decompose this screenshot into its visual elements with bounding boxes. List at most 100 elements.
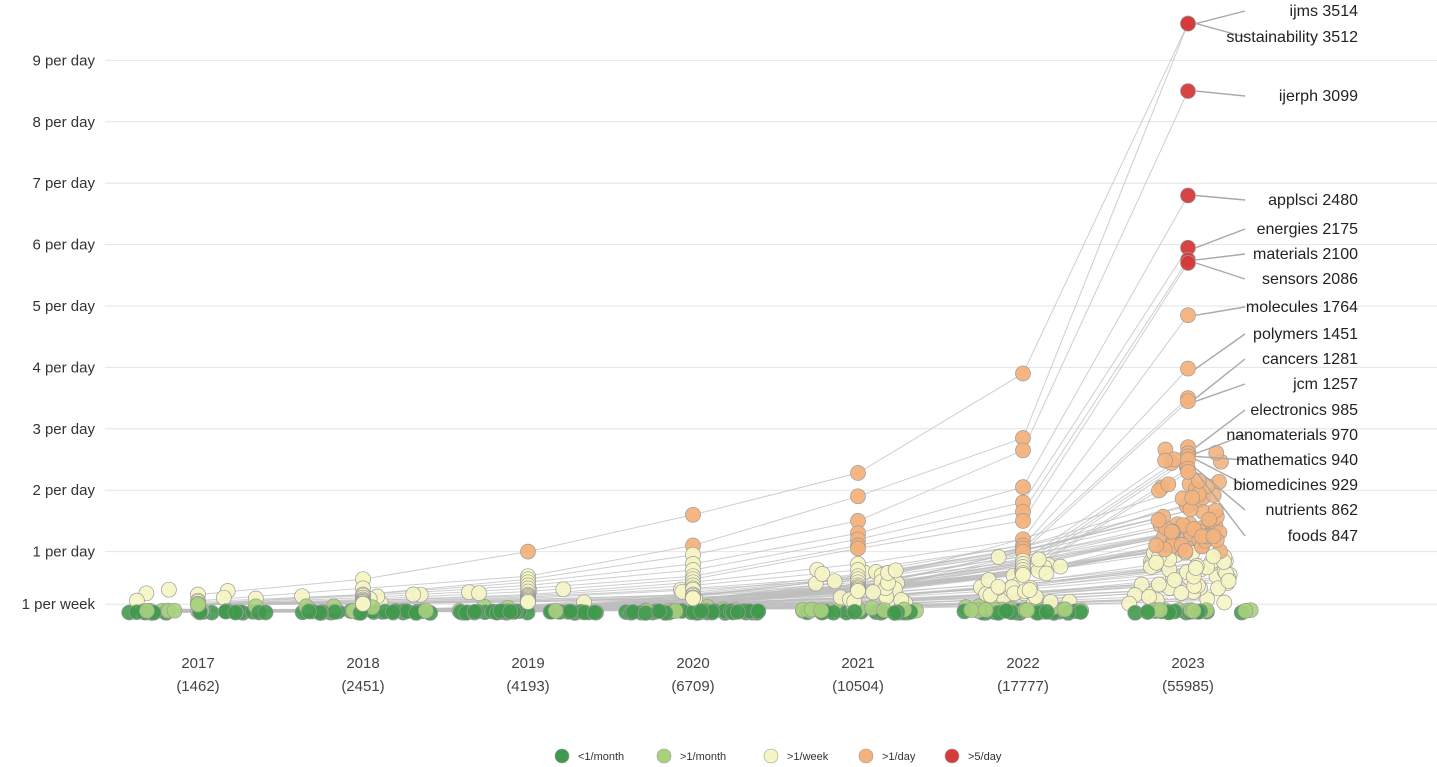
journal-dot bbox=[887, 562, 904, 579]
labeled-journal-dot bbox=[1180, 463, 1196, 480]
journal-dot bbox=[471, 585, 487, 602]
annotation-leader bbox=[1195, 194, 1246, 201]
labeled-journal-dot bbox=[850, 583, 866, 599]
annotation-leader bbox=[1195, 471, 1246, 537]
journal-dot bbox=[1184, 489, 1201, 506]
y-tick-label: 9 per day bbox=[32, 52, 95, 69]
legend-label: <1/month bbox=[578, 751, 624, 763]
x-tick-year: 2022 bbox=[1006, 655, 1039, 672]
x-tick-count: (2451) bbox=[341, 678, 384, 695]
legend-swatch bbox=[554, 748, 570, 764]
labeled-journal-dot bbox=[850, 488, 866, 505]
journal-dot bbox=[1166, 572, 1183, 588]
x-tick-count: (17777) bbox=[997, 678, 1049, 695]
x-tick-count: (55985) bbox=[1162, 678, 1214, 695]
journal-dot bbox=[1038, 604, 1055, 620]
x-tick-year: 2018 bbox=[346, 655, 379, 672]
y-tick-label: 5 per day bbox=[32, 298, 95, 315]
labeled-journal-dot bbox=[1180, 255, 1196, 271]
labeled-journal-dot bbox=[1015, 442, 1031, 459]
labeled-journal-dot bbox=[1015, 567, 1031, 583]
journal-dot bbox=[326, 604, 343, 620]
journal-dot bbox=[814, 566, 831, 582]
journal-annotation-label: electronics 985 bbox=[1250, 402, 1358, 419]
journal-dot bbox=[1177, 543, 1194, 559]
labeled-journal-dot bbox=[685, 506, 701, 523]
journal-dot bbox=[1151, 576, 1167, 593]
labeled-journal-dot bbox=[1180, 307, 1196, 324]
x-tick-year: 2017 bbox=[181, 655, 214, 672]
journal-dot bbox=[555, 581, 572, 598]
y-tick-label: 3 per day bbox=[32, 421, 95, 438]
journal-dot bbox=[651, 603, 667, 619]
journal-dot bbox=[1030, 551, 1047, 568]
legend-swatch bbox=[944, 748, 960, 764]
journal-dot bbox=[502, 603, 519, 620]
annotation-leader bbox=[1195, 253, 1246, 261]
journal-dot bbox=[990, 549, 1007, 565]
journal-dot bbox=[813, 602, 829, 619]
journal-dot bbox=[385, 604, 401, 620]
labeled-journal-dot bbox=[685, 590, 701, 607]
journal-dot bbox=[1237, 602, 1254, 619]
annotation-leader bbox=[1195, 10, 1246, 25]
journal-trend-line bbox=[197, 90, 1189, 603]
journal-dot bbox=[405, 586, 422, 603]
journal-annotations: ijms 3514 sustainability 3512 ijerph 3099 a… bbox=[1195, 3, 1359, 545]
journal-dot bbox=[215, 589, 232, 606]
journal-dot bbox=[1205, 528, 1222, 545]
annotation-leader bbox=[1195, 409, 1246, 448]
journal-dot bbox=[637, 605, 654, 621]
journal-annotation-label: ijms 3514 bbox=[1290, 3, 1359, 20]
journal-dot bbox=[730, 604, 746, 620]
annotation-leader bbox=[1195, 262, 1246, 280]
y-tick-label: 1 per week bbox=[22, 596, 96, 613]
legend-swatch bbox=[656, 748, 672, 764]
journal-dot bbox=[977, 602, 994, 618]
journal-dot bbox=[466, 603, 483, 620]
journal-dot bbox=[1160, 476, 1177, 493]
legend-label: >1/week bbox=[787, 751, 829, 763]
annotation-leader bbox=[1195, 90, 1246, 97]
legend-swatch bbox=[763, 748, 779, 764]
y-axis-ticks: 1 per week 1 per day 2 per day 3 per day 4 p… bbox=[22, 52, 96, 613]
journal-annotation-label: foods 847 bbox=[1288, 528, 1358, 545]
journal-dot bbox=[998, 603, 1014, 619]
journal-dot bbox=[1038, 565, 1055, 582]
legend-swatch bbox=[858, 748, 874, 764]
journal-annotation-label: mathematics 940 bbox=[1236, 452, 1358, 469]
journal-dot bbox=[990, 578, 1007, 595]
journal-annotation-label: applsci 2480 bbox=[1268, 192, 1358, 209]
journal-dot bbox=[139, 602, 155, 619]
journal-dot bbox=[826, 573, 843, 590]
journal-dot bbox=[1148, 554, 1165, 571]
annotation-leader bbox=[1195, 358, 1246, 399]
x-tick-count: (1462) bbox=[176, 678, 219, 695]
labeled-journal-dot bbox=[1015, 479, 1031, 495]
journal-annotation-label: nutrients 862 bbox=[1265, 502, 1358, 519]
journal-dot bbox=[586, 604, 603, 621]
journal-dot bbox=[1201, 511, 1217, 528]
legend-label: >5/day bbox=[968, 751, 1002, 763]
journal-dot bbox=[166, 602, 183, 619]
journal-dot bbox=[1157, 452, 1173, 469]
labeled-journal-dot bbox=[850, 465, 866, 481]
journal-dot bbox=[1216, 594, 1233, 611]
journal-dot bbox=[1163, 523, 1180, 540]
journal-dot bbox=[1150, 512, 1167, 529]
x-tick-year: 2019 bbox=[511, 655, 544, 672]
journal-annotation-label: cancers 1281 bbox=[1262, 351, 1358, 368]
journal-annotation-label: sensors 2086 bbox=[1262, 271, 1358, 288]
journal-annotation-label: polymers 1451 bbox=[1253, 326, 1358, 343]
y-tick-label: 2 per day bbox=[32, 482, 95, 499]
journal-dot bbox=[301, 603, 317, 620]
journal-dot bbox=[963, 602, 980, 618]
legend-label: >1/day bbox=[882, 751, 916, 763]
journal-dot bbox=[1185, 602, 1202, 619]
x-axis-ticks: 2017 (1462) 2018 (2451) 2019 (4193) 2020 (6709)… bbox=[176, 655, 1214, 695]
labeled-journal-dot bbox=[1180, 360, 1196, 377]
journal-dot bbox=[846, 603, 863, 620]
journal-dot bbox=[1141, 588, 1157, 605]
journal-dot bbox=[1148, 537, 1165, 554]
